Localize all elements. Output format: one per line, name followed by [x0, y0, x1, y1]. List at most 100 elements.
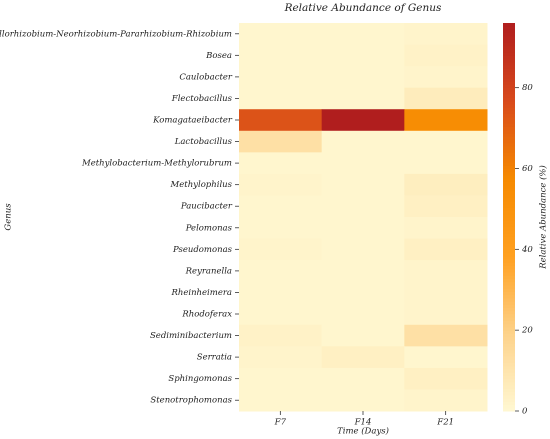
colorbar-segment [503, 97, 515, 102]
colorbar-segment [503, 242, 515, 247]
colorbar-segment [503, 84, 515, 89]
colorbar-segment [503, 385, 515, 389]
heatmap-cell [404, 195, 488, 218]
colorbar-segment [503, 362, 515, 367]
colorbar-segment [503, 132, 515, 137]
colorbar-segment [503, 375, 515, 380]
colorbar-segment [503, 210, 515, 215]
heatmap-cell [239, 130, 323, 153]
colorbar-segment [503, 194, 515, 199]
colorbar-segment [503, 35, 515, 40]
colorbar-segment [503, 252, 515, 257]
colorbar-segment [503, 278, 515, 283]
colorbar-segment [503, 314, 515, 318]
colorbar-segment [503, 191, 515, 195]
colorbar-segment [503, 213, 515, 218]
colorbar-tick-label: 0 [522, 407, 528, 417]
colorbar-segment [503, 52, 515, 56]
heatmap-cell [321, 44, 405, 67]
colorbar-segment [503, 197, 515, 202]
colorbar-segment [503, 407, 515, 412]
heatmap-cell [239, 87, 323, 110]
colorbar-tick-label: 20 [521, 326, 533, 336]
heatmap-cell [404, 152, 488, 175]
colorbar-segment [503, 398, 515, 402]
x-tick-label: F21 [436, 418, 454, 428]
heatmap-cell [239, 238, 323, 261]
colorbar-segment [503, 155, 515, 160]
colorbar-segment [503, 226, 515, 231]
heatmap-cell [404, 23, 488, 46]
colorbar-segment [503, 68, 515, 72]
heatmap-cell [321, 389, 405, 412]
colorbar-segment [503, 359, 515, 363]
y-axis-label: Genus [4, 203, 14, 231]
colorbar-segment [503, 149, 515, 153]
colorbar-segment [503, 275, 515, 279]
heatmap-cell [239, 346, 323, 369]
y-tick-label: Methylobacterium-Methylorubrum [81, 159, 232, 169]
colorbar-segment [503, 48, 515, 53]
y-tick-label: Lactobacillus [174, 137, 233, 147]
colorbar-segment [503, 184, 515, 189]
colorbar-segment [503, 246, 515, 250]
colorbar-segment [503, 162, 515, 166]
heatmap-cell [239, 173, 323, 196]
colorbar-segment [503, 259, 515, 263]
heatmap-cell [404, 260, 488, 283]
colorbar-segment [503, 288, 515, 292]
colorbar-segment [503, 23, 515, 27]
heatmap-cell [404, 87, 488, 110]
colorbar-segment [503, 323, 515, 328]
colorbar-segment [503, 77, 515, 82]
colorbar-segment [503, 271, 515, 276]
heatmap-cell [321, 152, 405, 175]
heatmap-cell [239, 23, 323, 46]
y-tick-label: Flectobacillus [171, 94, 233, 104]
heatmap-cell [239, 324, 323, 347]
colorbar-segment [503, 45, 515, 50]
heatmap-cell [239, 303, 323, 326]
heatmap-cell [321, 346, 405, 369]
colorbar-segment [503, 326, 515, 331]
heatmap-cell [239, 152, 323, 175]
colorbar-segment [503, 294, 515, 299]
colorbar-segment [503, 368, 515, 373]
colorbar-segment [503, 168, 515, 173]
heatmap-cell [239, 389, 323, 412]
colorbar-segment [503, 129, 515, 134]
colorbar-segment [503, 239, 515, 244]
colorbar-segment [503, 126, 515, 131]
heatmap-cell [321, 367, 405, 390]
colorbar-segment [503, 204, 515, 208]
colorbar-segment [503, 152, 515, 157]
colorbar-segment [503, 29, 515, 34]
colorbar-segment [503, 74, 515, 79]
heatmap-cell [404, 281, 488, 304]
heatmap-cell [321, 260, 405, 283]
heatmap-cell [404, 66, 488, 89]
y-tick-label: Komagataeibacter [152, 116, 233, 126]
colorbar-segment [503, 310, 515, 315]
heatmap-cell [239, 44, 323, 67]
colorbar-label: Relative Abundance (%) [538, 165, 549, 270]
colorbar-segment [503, 58, 515, 63]
colorbar-segment [503, 297, 515, 302]
y-tick-label: Rhodoferax [181, 310, 232, 320]
y-tick-label: Reyranella [185, 266, 232, 276]
heatmap-cell [321, 195, 405, 218]
heatmap-cell [321, 303, 405, 326]
chart-title: Relative Abundance of Genus [284, 2, 442, 14]
colorbar-segment [503, 217, 515, 221]
heatmap-cell [321, 66, 405, 89]
y-tick-label: Sphingomonas [168, 374, 232, 384]
colorbar-segment [503, 107, 515, 111]
colorbar-segment [503, 187, 515, 192]
colorbar-segment [503, 120, 515, 124]
colorbar-segment [503, 81, 515, 85]
y-tick-label: Rheinheimera [170, 288, 232, 298]
colorbar-segment [503, 281, 515, 286]
heatmap-cell [404, 389, 488, 412]
heatmap-cell [321, 217, 405, 240]
y-tick-label: Pelomonas [185, 223, 233, 233]
